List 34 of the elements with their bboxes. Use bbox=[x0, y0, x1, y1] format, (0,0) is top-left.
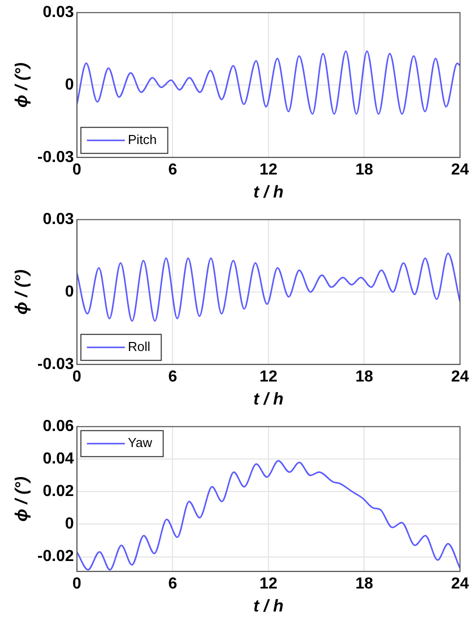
line-series bbox=[76, 50, 460, 115]
x-axis-title: t / h bbox=[253, 182, 284, 202]
y-tick-label: 0 bbox=[64, 516, 74, 533]
y-tick-label: 0.06 bbox=[42, 418, 74, 436]
x-tick-label: 18 bbox=[355, 161, 374, 178]
y-axis-title: ϕ / (°) bbox=[12, 269, 31, 315]
x-tick-label: 12 bbox=[260, 368, 278, 386]
x-tick-label: 24 bbox=[451, 368, 469, 386]
legend-label: Pitch bbox=[128, 132, 157, 147]
y-tick-label: 0.02 bbox=[42, 483, 74, 500]
y-tick-label: -0.02 bbox=[37, 548, 74, 566]
x-tick-label: 18 bbox=[355, 575, 374, 592]
x-tick-label: 18 bbox=[355, 368, 374, 386]
x-tick-label: 6 bbox=[168, 368, 178, 386]
y-tick-label: -0.03 bbox=[37, 356, 74, 373]
x-axis-title: t / h bbox=[253, 389, 284, 408]
x-tick-label: 6 bbox=[168, 161, 178, 178]
y-tick-label: 0.03 bbox=[42, 211, 74, 228]
line-series bbox=[76, 252, 460, 322]
legend-label: Roll bbox=[128, 338, 150, 354]
legend-label: Yaw bbox=[128, 435, 153, 450]
y-tick-label: 0.04 bbox=[42, 450, 74, 468]
x-tick-label: 12 bbox=[260, 575, 278, 592]
x-tick-label: 12 bbox=[260, 161, 278, 178]
y-tick-label: -0.03 bbox=[37, 148, 74, 166]
y-tick-label: 0 bbox=[64, 283, 74, 300]
x-tick-label: 24 bbox=[451, 575, 469, 592]
y-tick-label: 0 bbox=[64, 76, 74, 94]
x-tick-label: 6 bbox=[168, 575, 178, 592]
x-tick-label: 24 bbox=[451, 161, 469, 178]
y-tick-label: 0.03 bbox=[42, 4, 74, 22]
x-axis-title: t / h bbox=[253, 596, 284, 616]
y-axis-title: ϕ / (°) bbox=[12, 476, 31, 522]
y-axis-title: ϕ / (°) bbox=[12, 62, 31, 108]
